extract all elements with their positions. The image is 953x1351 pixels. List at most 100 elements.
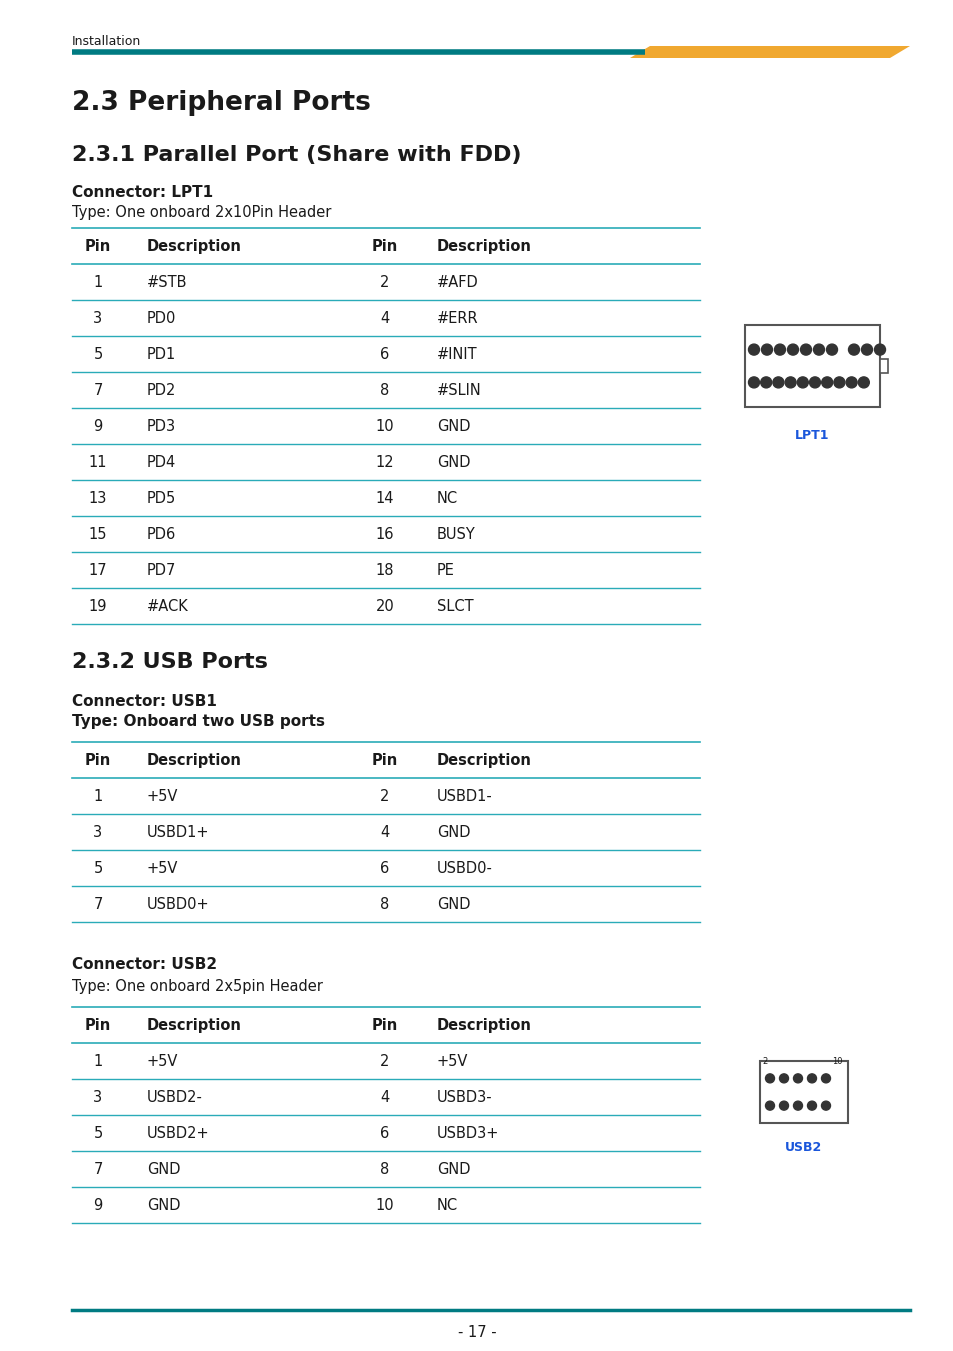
Circle shape [847,345,859,355]
Text: Type: One onboard 2x5pin Header: Type: One onboard 2x5pin Header [71,979,322,994]
Text: 2.3 Peripheral Ports: 2.3 Peripheral Ports [71,91,371,116]
Text: 13: 13 [89,492,107,507]
Circle shape [760,345,772,355]
Text: 18: 18 [375,563,394,578]
Text: 15: 15 [89,527,107,542]
Text: 2: 2 [761,1056,766,1066]
Text: Pin: Pin [372,1019,397,1034]
Circle shape [800,345,811,355]
Text: PE: PE [436,563,455,578]
Circle shape [748,377,759,388]
Text: 7: 7 [93,897,103,912]
Circle shape [779,1074,788,1084]
Text: Description: Description [147,754,242,769]
Text: 2: 2 [380,789,389,804]
Circle shape [764,1074,774,1084]
Text: 4: 4 [380,1090,389,1105]
Circle shape [861,345,872,355]
Text: 12: 12 [375,455,394,470]
Text: Description: Description [436,754,532,769]
Circle shape [760,377,771,388]
Circle shape [821,1074,830,1084]
Circle shape [806,1101,816,1111]
Text: USBD1-: USBD1- [436,789,493,804]
Text: 8: 8 [380,897,389,912]
Text: 10: 10 [375,1198,394,1213]
Text: NC: NC [436,1198,457,1213]
Text: PD4: PD4 [147,455,176,470]
Text: 6: 6 [380,861,389,877]
Text: +5V: +5V [147,789,178,804]
Text: PD0: PD0 [147,311,176,326]
Text: Description: Description [147,1019,242,1034]
Text: USB2: USB2 [784,1142,821,1154]
Circle shape [821,377,832,388]
Text: Pin: Pin [372,239,397,254]
Circle shape [821,1101,830,1111]
Text: USBD2-: USBD2- [147,1090,203,1105]
Text: GND: GND [436,1162,470,1177]
Text: USBD3+: USBD3+ [436,1127,498,1142]
Text: 11: 11 [89,455,107,470]
Text: 4: 4 [380,825,389,840]
Text: 16: 16 [375,527,394,542]
Text: GND: GND [147,1198,180,1213]
Text: BUSY: BUSY [436,527,476,542]
Text: GND: GND [436,825,470,840]
Text: 5: 5 [93,347,103,362]
Text: GND: GND [436,455,470,470]
Text: 1: 1 [93,276,103,290]
Text: 3: 3 [93,825,103,840]
Text: PD6: PD6 [147,527,176,542]
Text: PD7: PD7 [147,563,176,578]
Text: PD2: PD2 [147,384,176,399]
Circle shape [813,345,823,355]
Text: USBD1+: USBD1+ [147,825,210,840]
Text: USBD0+: USBD0+ [147,897,210,912]
Text: Type: Onboard two USB ports: Type: Onboard two USB ports [71,713,325,730]
Circle shape [845,377,856,388]
Text: 6: 6 [380,1127,389,1142]
Text: LPT1: LPT1 [795,430,829,442]
Text: Pin: Pin [85,239,111,254]
Text: Description: Description [436,239,532,254]
Text: GND: GND [436,897,470,912]
Text: 17: 17 [89,563,107,578]
Circle shape [764,1101,774,1111]
Text: USBD3-: USBD3- [436,1090,492,1105]
Text: #ACK: #ACK [147,600,189,615]
Circle shape [797,377,807,388]
Text: PD3: PD3 [147,419,176,434]
Text: 20: 20 [375,600,394,615]
Bar [744,326,879,407]
Text: 2.3.2 USB Ports: 2.3.2 USB Ports [71,653,268,671]
Text: 2: 2 [380,276,389,290]
Text: Description: Description [147,239,242,254]
Text: 9: 9 [93,419,103,434]
Text: 10: 10 [832,1056,842,1066]
Text: 5: 5 [93,861,103,877]
Text: PD1: PD1 [147,347,176,362]
Text: GND: GND [436,419,470,434]
Text: +5V: +5V [147,1054,178,1069]
Text: 2.3.1 Parallel Port (Share with FDD): 2.3.1 Parallel Port (Share with FDD) [71,145,521,165]
Text: - 17 -: - 17 - [457,1325,496,1340]
Circle shape [793,1074,801,1084]
Bar [879,359,887,373]
Text: 4: 4 [380,311,389,326]
Text: #SLIN: #SLIN [436,384,481,399]
Circle shape [784,377,795,388]
Circle shape [774,345,784,355]
Text: 8: 8 [380,1162,389,1177]
Text: USBD2+: USBD2+ [147,1127,210,1142]
Circle shape [793,1101,801,1111]
Text: 10: 10 [375,419,394,434]
Circle shape [874,345,884,355]
Text: 9: 9 [93,1198,103,1213]
Text: 3: 3 [93,1090,103,1105]
Polygon shape [629,46,909,58]
Text: GND: GND [147,1162,180,1177]
Text: Type: One onboard 2x10Pin Header: Type: One onboard 2x10Pin Header [71,205,331,220]
Text: 19: 19 [89,600,107,615]
Text: 8: 8 [380,384,389,399]
